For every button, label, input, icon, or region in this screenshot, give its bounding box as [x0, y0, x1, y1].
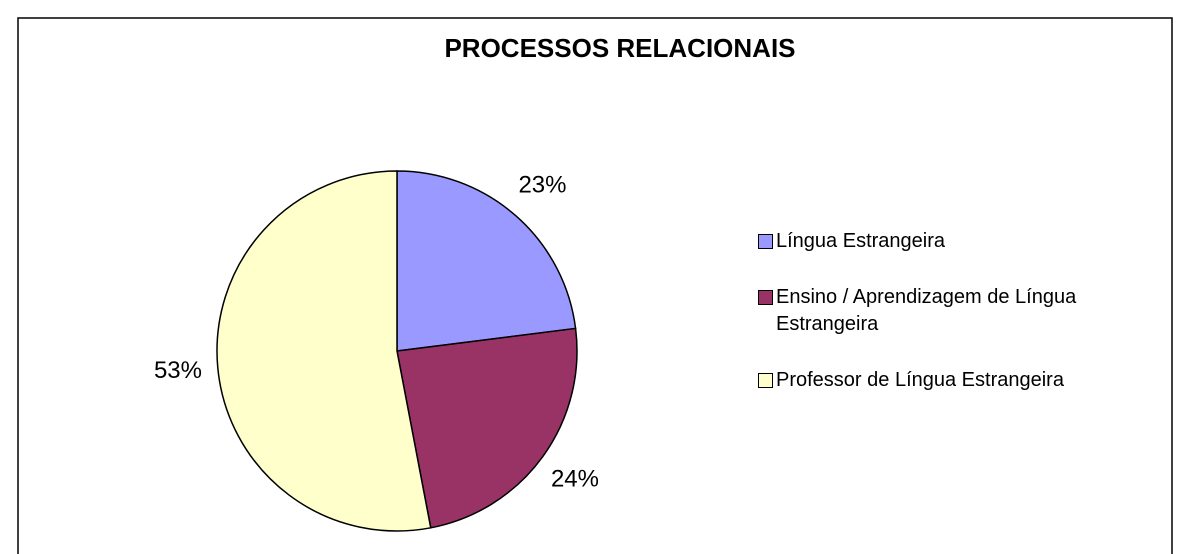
data-label: 24%: [551, 466, 599, 493]
pie-slice: [396, 327, 578, 529]
legend-item: Língua Estrangeira: [758, 228, 1158, 255]
legend-swatch: [758, 290, 773, 305]
legend-swatch: [758, 373, 773, 388]
legend-label: Professor de Língua Estrangeira: [776, 369, 1064, 391]
data-label: 23%: [518, 171, 566, 198]
chart-title: PROCESSOS RELACIONAIS: [444, 33, 795, 63]
legend-item: Professor de Língua Estrangeira: [758, 367, 1158, 394]
legend-item: Ensino / Aprendizagem de Língua Estrange…: [758, 284, 1158, 338]
data-label: 53%: [154, 357, 202, 384]
pie-slice: [396, 170, 577, 352]
pie-slice: [216, 170, 432, 532]
legend-label: Língua Estrangeira: [776, 230, 946, 252]
legend-label: Ensino / Aprendizagem de Língua Estrange…: [776, 286, 1077, 335]
legend-swatch: [758, 234, 773, 249]
chart-frame: [17, 17, 1173, 554]
legend: Língua Estrangeira Ensino / Aprendizagem …: [758, 228, 1158, 423]
